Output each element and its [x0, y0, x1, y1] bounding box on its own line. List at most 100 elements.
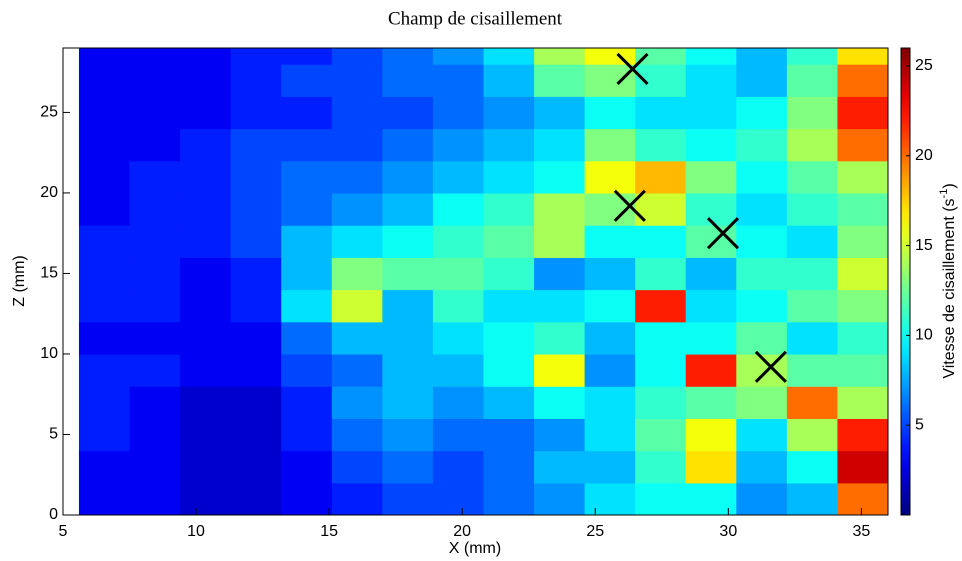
- heatmap-cell: [331, 418, 383, 452]
- heatmap-cell: [584, 160, 636, 194]
- heatmap-cell: [180, 289, 232, 323]
- heatmap-cell: [129, 482, 181, 515]
- heatmap-cell: [534, 353, 586, 387]
- heatmap-cell: [78, 482, 131, 515]
- heatmap-cell: [635, 482, 687, 515]
- heatmap-cell: [786, 482, 839, 515]
- heatmap-cell: [534, 225, 586, 258]
- heatmap-cell: [736, 192, 788, 226]
- heatmap-cell: [382, 160, 434, 194]
- heatmap-cell: [78, 128, 131, 162]
- heatmap-cell: [129, 321, 181, 355]
- heatmap-cell: [78, 225, 131, 258]
- heatmap-cell: [281, 64, 333, 97]
- heatmap-cell: [837, 386, 888, 419]
- heatmap-cell: [230, 192, 282, 226]
- heatmap-cell: [837, 321, 888, 355]
- y-tick-label: 5: [49, 426, 58, 443]
- heatmap-cell: [78, 353, 131, 387]
- heatmap-cell: [331, 192, 383, 226]
- heatmap-cell: [736, 321, 788, 355]
- heatmap-cell: [432, 64, 485, 97]
- heatmap-cell: [837, 418, 888, 452]
- heatmap-cell: [129, 96, 181, 130]
- marker: [613, 189, 646, 222]
- heatmap-cell: [382, 48, 434, 65]
- heatmap-cell: [230, 257, 282, 291]
- heatmap-cell: [635, 450, 687, 484]
- heatmap-cell: [382, 289, 434, 323]
- heatmap-cell: [78, 289, 131, 323]
- heatmap-cell: [584, 225, 636, 258]
- heatmap-cell: [382, 482, 434, 515]
- heatmap-cell: [736, 289, 788, 323]
- marker: [616, 52, 649, 85]
- heatmap-cell: [331, 225, 383, 258]
- heatmap-cell: [685, 64, 737, 97]
- heatmap-cell: [685, 289, 737, 323]
- heatmap-cell: [635, 225, 687, 258]
- heatmap-cell: [331, 482, 383, 515]
- heatmap-cell: [837, 96, 888, 130]
- heatmap-cell: [281, 418, 333, 452]
- heatmap-cell: [786, 128, 839, 162]
- heatmap-cell: [432, 482, 485, 515]
- marker: [706, 217, 740, 250]
- heatmap-cell: [736, 418, 788, 452]
- heatmap-cell: [685, 321, 737, 355]
- heatmap-cell: [281, 225, 333, 258]
- heatmap-cell: [786, 160, 839, 194]
- y-tick-label: 10: [40, 345, 58, 362]
- colorbar-label-close: ): [941, 183, 958, 188]
- x-axis-label: X (mm): [449, 540, 501, 557]
- heatmap-cell: [837, 128, 888, 162]
- heatmap-cell: [78, 48, 131, 65]
- heatmap-cell: [281, 386, 333, 419]
- heatmap-cell: [736, 225, 788, 258]
- heatmap-cell: [382, 418, 434, 452]
- heatmap-cell: [685, 160, 737, 194]
- heatmap-cell: [78, 386, 131, 419]
- heatmap-cell: [281, 192, 333, 226]
- heatmap-cell: [180, 386, 232, 419]
- heatmap-cell: [483, 289, 535, 323]
- colorbar-tick-label: 15: [915, 237, 933, 254]
- heatmap-cell: [129, 160, 181, 194]
- heatmap-cell: [786, 321, 839, 355]
- heatmap-cell: [534, 48, 586, 65]
- heatmap-cell: [685, 418, 737, 452]
- heatmap-cell: [180, 225, 232, 258]
- heatmap-cell: [331, 128, 383, 162]
- heatmap-cell: [837, 225, 888, 258]
- heatmap-cell: [584, 257, 636, 291]
- heatmap-cell: [78, 450, 131, 484]
- x-tick-label: 20: [453, 523, 471, 540]
- heatmap-cell: [635, 321, 687, 355]
- y-tick-label: 20: [40, 184, 58, 201]
- heatmap-cell: [736, 64, 788, 97]
- heatmap-cell: [129, 289, 181, 323]
- heatmap-cell: [837, 482, 888, 515]
- heatmap-cell: [736, 482, 788, 515]
- heatmap-cell: [180, 160, 232, 194]
- heatmap-cell: [432, 418, 485, 452]
- heatmap-cell: [180, 96, 232, 130]
- heatmap-cell: [635, 160, 687, 194]
- heatmap-cell: [534, 64, 586, 97]
- heatmap-cell: [483, 353, 535, 387]
- heatmap-cell: [129, 257, 181, 291]
- heatmap-cell: [685, 128, 737, 162]
- heatmap-cell: [180, 450, 232, 484]
- heatmap-cell: [230, 128, 282, 162]
- heatmap-cell: [786, 48, 839, 65]
- heatmap-cell: [534, 482, 586, 515]
- heatmap-cell: [483, 192, 535, 226]
- heatmap-cell: [230, 418, 282, 452]
- heatmap-cell: [230, 225, 282, 258]
- heatmap-cell: [331, 321, 383, 355]
- heatmap-cell: [534, 386, 586, 419]
- heatmap-cell: [786, 353, 839, 387]
- heatmap-cell: [281, 160, 333, 194]
- colorbar: [900, 47, 911, 516]
